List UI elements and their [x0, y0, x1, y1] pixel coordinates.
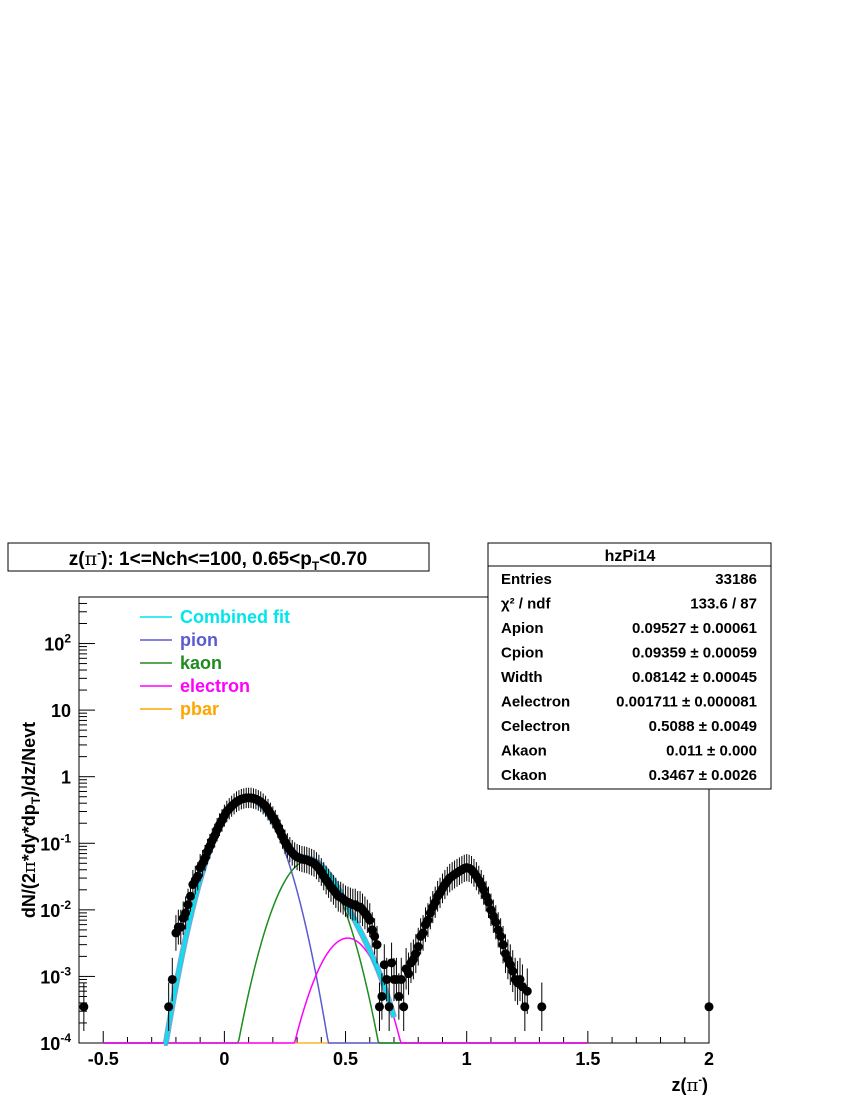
stats-row-value: 0.08142 ± 0.00045	[632, 669, 757, 686]
x-tick-label: -0.5	[88, 1049, 119, 1069]
data-point	[396, 974, 406, 984]
y-tick-label: 10-4	[40, 1031, 71, 1054]
data-point	[394, 991, 404, 1001]
stats-box-name: hzPi14	[605, 548, 656, 565]
stats-row-value: 33186	[715, 571, 757, 588]
data-point	[185, 891, 195, 901]
stats-row-value: 0.011 ± 0.000	[666, 743, 757, 760]
data-point	[374, 1002, 384, 1012]
chart-title-box: z(π-): 1<=Nch<=100, 0.65<pT<0.70	[7, 542, 430, 573]
data-point	[399, 1002, 409, 1012]
stats-row-value: 0.09527 ± 0.00061	[632, 620, 757, 637]
data-point	[387, 958, 397, 968]
data-point	[508, 966, 518, 976]
stats-row-label: Akaon	[501, 743, 547, 760]
data-point	[522, 986, 532, 996]
stats-row-value: 0.09359 ± 0.00059	[632, 645, 757, 662]
x-axis-title: z(π-)	[671, 1074, 708, 1096]
data-point	[382, 974, 392, 984]
stats-row-value: 0.3467 ± 0.0026	[649, 767, 757, 784]
data-point	[176, 922, 186, 932]
y-tick-label: 10	[51, 701, 71, 721]
x-tick-label: 0.5	[333, 1049, 358, 1069]
data-point	[384, 1002, 394, 1012]
legend-label: electron	[180, 676, 250, 696]
stats-row-value: 133.6 / 87	[690, 596, 757, 613]
x-tick-label: 1.5	[575, 1049, 600, 1069]
title-box-frame	[7, 542, 430, 572]
y-axis-title: dN/(2π*dy*dpT)/dz/Nevt	[19, 722, 43, 918]
data-point	[413, 942, 423, 952]
data-point	[79, 1002, 89, 1012]
data-point	[370, 931, 380, 941]
data-point	[164, 1002, 174, 1012]
data-point	[365, 915, 375, 925]
stats-row-label: Celectron	[501, 718, 570, 735]
data-point	[496, 931, 506, 941]
legend-label: Combined fit	[180, 607, 290, 627]
y-tick-label: 1	[61, 768, 71, 788]
x-tick-label: 2	[704, 1049, 714, 1069]
data-point	[537, 1002, 547, 1012]
data-point	[372, 940, 382, 950]
stats-row-label: Cpion	[501, 645, 544, 662]
stats-row-label: Ckaon	[501, 767, 547, 784]
data-point	[167, 974, 177, 984]
stats-row-label: Apion	[501, 620, 544, 637]
electron-curve	[103, 937, 588, 1044]
data-point	[377, 991, 387, 1001]
stats-row-value: 0.001711 ± 0.000081	[616, 694, 757, 711]
legend-label: kaon	[180, 653, 222, 673]
y-tick-label: 10-2	[40, 898, 71, 921]
data-points	[79, 787, 714, 1043]
data-point	[498, 940, 508, 950]
y-tick-label: 10-1	[40, 831, 71, 854]
stats-row-label: χ² / ndf	[501, 596, 551, 613]
chart-title: z(π-): 1<=Nch<=100, 0.65<pT<0.70	[69, 546, 367, 573]
stats-row-label: Entries	[501, 571, 552, 588]
data-point	[404, 969, 414, 979]
data-point	[181, 908, 191, 918]
stats-row-label: Width	[501, 669, 543, 686]
stats-box-frame	[487, 542, 772, 790]
legend: Combined fit pion kaon electron pbar	[140, 607, 290, 719]
y-tick-label: 102	[44, 632, 71, 655]
x-tick-label: 1	[462, 1049, 472, 1069]
axes: -0.5 0 0.5 1 1.5 2 10-4 10-3 10-2 10-1 1 10 102	[40, 596, 714, 1069]
stats-row-label: Aelectron	[501, 694, 570, 711]
stats-box: hzPi14 Entries 33186 χ² / ndf 133.6 / 87 Api…	[487, 542, 772, 790]
data-point	[193, 871, 203, 881]
x-tick-label: 0	[219, 1049, 229, 1069]
data-point	[520, 1002, 530, 1012]
stats-row-value: 0.5088 ± 0.0049	[649, 718, 757, 735]
data-point	[183, 900, 193, 910]
y-tick-label: 10-3	[40, 964, 71, 987]
legend-label: pbar	[180, 699, 219, 719]
legend-label: pion	[180, 630, 218, 650]
data-point	[418, 928, 428, 938]
